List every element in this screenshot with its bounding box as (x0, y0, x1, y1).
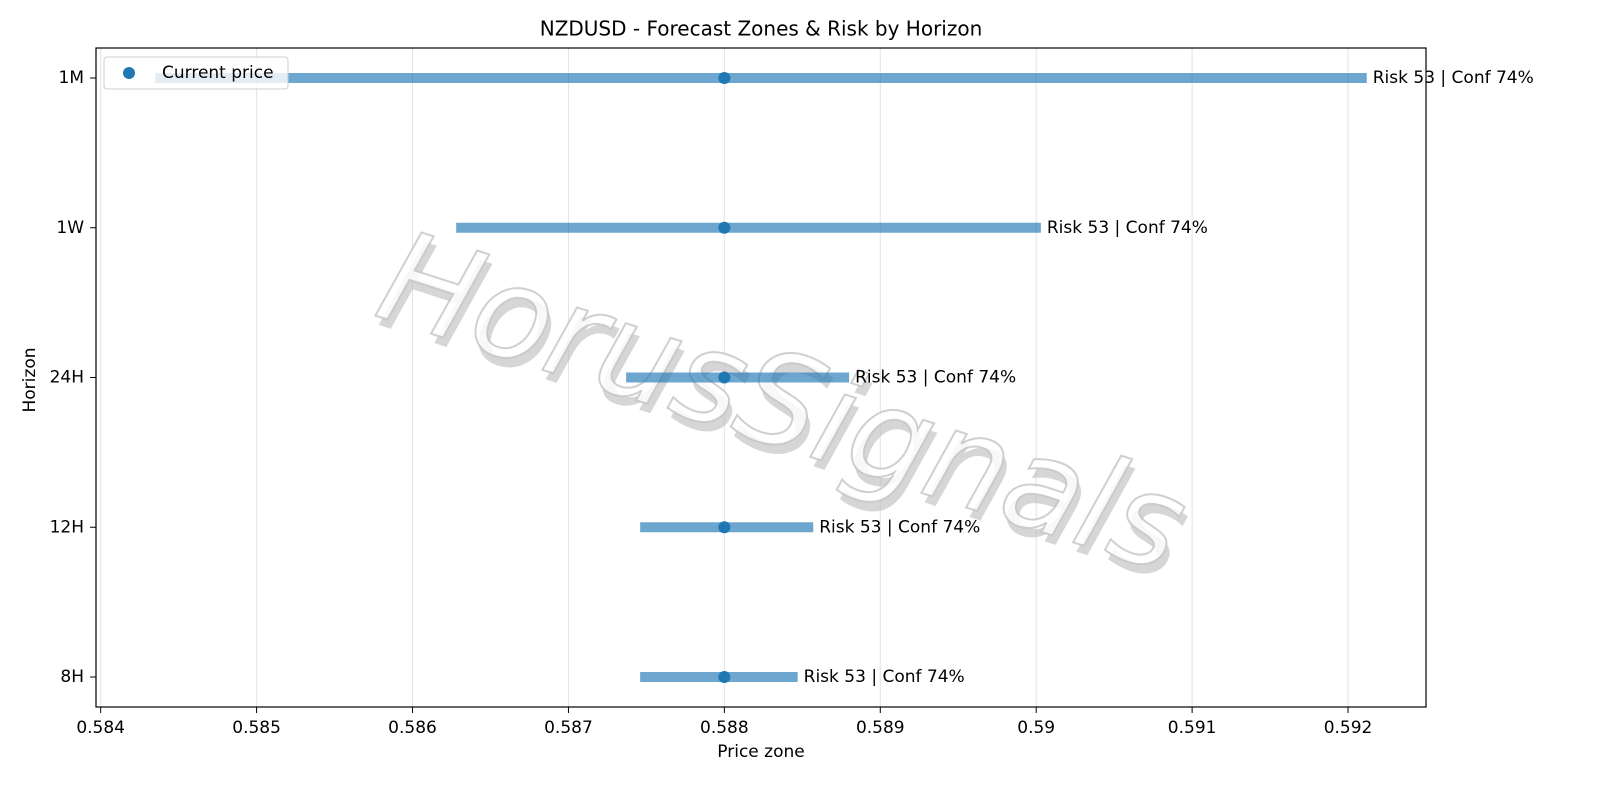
x-tick-label: 0.591 (1168, 718, 1217, 738)
zone-annotation: Risk 53 | Conf 74% (804, 667, 965, 687)
x-tick-label: 0.592 (1324, 718, 1373, 738)
current-price-marker (718, 671, 731, 683)
zone-bar (626, 372, 850, 383)
current-price-marker (718, 72, 731, 84)
legend-label: Current price (162, 63, 274, 83)
x-tick-label: 0.589 (856, 718, 905, 738)
legend-box (103, 56, 289, 90)
current-price-marker (718, 371, 731, 384)
y-tick-label: 1W (56, 218, 84, 238)
x-tick-label: 0.59 (1017, 718, 1055, 738)
chart-title: NZDUSD - Forecast Zones & Risk by Horizo… (540, 17, 983, 41)
y-axis-label: Horizon (20, 348, 40, 413)
x-tick-label: 0.587 (544, 718, 593, 738)
x-tick-label: 0.588 (700, 718, 749, 738)
y-tick-label: 12H (50, 517, 84, 537)
legend-marker (123, 67, 135, 79)
x-tick-label: 0.585 (232, 718, 281, 738)
zone-annotation: Risk 53 | Conf 74% (1047, 218, 1208, 238)
y-tick-label: 24H (50, 368, 84, 388)
x-axis-label: Price zone (717, 742, 804, 762)
current-price-marker (718, 521, 731, 534)
x-tick-label: 0.586 (388, 718, 437, 738)
legend: Current price (103, 56, 289, 90)
zone-annotation: Risk 53 | Conf 74% (1373, 68, 1534, 88)
zone-bar (456, 222, 1041, 233)
current-price-marker (718, 221, 731, 234)
watermark-text: HorusSignals (363, 202, 1203, 602)
x-tick-label: 0.584 (76, 718, 125, 738)
y-tick-label: 1M (59, 68, 84, 88)
zone-annotation: Risk 53 | Conf 74% (855, 368, 1016, 388)
zone-annotation: Risk 53 | Conf 74% (819, 517, 980, 537)
y-tick-label: 8H (60, 667, 84, 687)
zone-bar (155, 73, 1367, 83)
plot-frame (95, 47, 1427, 708)
